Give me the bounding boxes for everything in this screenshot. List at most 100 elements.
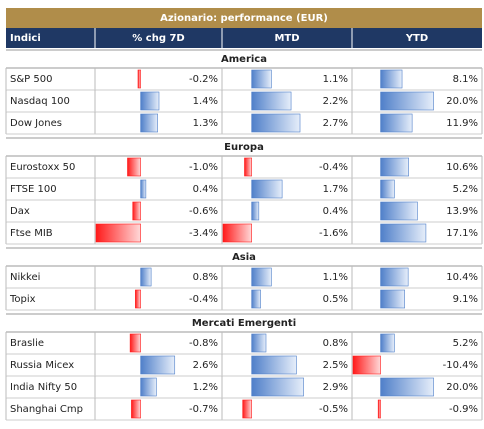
data-bar xyxy=(222,223,252,243)
value-label: 5.2% xyxy=(453,184,478,195)
data-bar xyxy=(380,69,403,89)
value-label: 20.0% xyxy=(446,96,478,107)
value-label: 2.2% xyxy=(323,96,348,107)
value-label: 2.6% xyxy=(193,360,218,371)
index-name: Eurostoxx 50 xyxy=(10,162,75,173)
value-label: -0.8% xyxy=(189,338,218,349)
data-bar xyxy=(251,201,260,221)
data-bar xyxy=(380,223,427,243)
value-label: 0.4% xyxy=(323,206,348,217)
data-bar xyxy=(380,267,409,287)
data-bar xyxy=(251,355,297,375)
column-header: Indici xyxy=(10,33,41,44)
value-label: -0.9% xyxy=(449,404,478,415)
value-label: 1.7% xyxy=(323,184,348,195)
value-label: 13.9% xyxy=(446,206,478,217)
header-bar xyxy=(6,28,482,48)
value-label: -0.5% xyxy=(319,404,348,415)
value-label: -0.4% xyxy=(319,162,348,173)
value-label: 10.6% xyxy=(446,162,478,173)
data-bar xyxy=(380,179,395,199)
value-label: -10.4% xyxy=(443,360,478,371)
value-label: 17.1% xyxy=(446,228,478,239)
value-label: 9.1% xyxy=(453,294,478,305)
value-label: 1.4% xyxy=(193,96,218,107)
data-bar xyxy=(380,377,434,397)
group-name: Europa xyxy=(224,142,264,153)
data-bar xyxy=(140,267,152,287)
data-bar xyxy=(251,333,267,353)
value-label: 0.4% xyxy=(193,184,218,195)
data-bar xyxy=(251,377,304,397)
data-bar xyxy=(251,91,292,111)
data-bar xyxy=(140,179,147,199)
value-label: 2.5% xyxy=(323,360,348,371)
data-bar xyxy=(242,399,252,419)
group-name: America xyxy=(221,54,267,65)
value-label: 11.9% xyxy=(446,118,478,129)
value-label: 1.2% xyxy=(193,382,218,393)
value-label: -0.2% xyxy=(189,74,218,85)
data-bar xyxy=(137,69,141,89)
data-bar xyxy=(251,113,301,133)
value-label: 1.1% xyxy=(323,74,348,85)
data-bar xyxy=(380,289,406,309)
data-bar xyxy=(132,201,141,221)
value-label: -0.6% xyxy=(189,206,218,217)
value-label: 2.7% xyxy=(323,118,348,129)
data-bar xyxy=(380,333,395,353)
data-bar xyxy=(129,333,141,353)
title-bar xyxy=(6,8,482,28)
data-bar xyxy=(251,289,261,309)
data-bar xyxy=(251,69,272,89)
data-bar xyxy=(131,399,141,419)
data-bar xyxy=(377,399,381,419)
value-label: 2.9% xyxy=(323,382,348,393)
data-bar xyxy=(251,179,283,199)
value-label: 5.2% xyxy=(453,338,478,349)
value-label: -1.0% xyxy=(189,162,218,173)
data-bar xyxy=(380,201,418,221)
data-bar xyxy=(127,157,141,177)
value-label: -3.4% xyxy=(189,228,218,239)
value-label: 1.1% xyxy=(323,272,348,283)
index-name: Ftse MIB xyxy=(10,228,53,239)
index-name: Shanghai Cmp xyxy=(10,404,83,415)
data-bar xyxy=(140,91,160,111)
data-bar xyxy=(380,91,434,111)
column-header: MTD xyxy=(274,33,299,44)
index-name: India Nifty 50 xyxy=(10,382,77,393)
data-bar xyxy=(380,113,413,133)
value-label: 20.0% xyxy=(446,382,478,393)
value-label: 0.8% xyxy=(323,338,348,349)
data-bar xyxy=(140,113,158,133)
value-label: -0.4% xyxy=(189,294,218,305)
data-bar xyxy=(352,355,381,375)
index-name: Nasdaq 100 xyxy=(10,96,70,107)
value-label: 8.1% xyxy=(453,74,478,85)
data-bar xyxy=(95,223,141,243)
index-name: Nikkei xyxy=(10,272,40,283)
value-label: -1.6% xyxy=(319,228,348,239)
table-title: Azionario: performance (EUR) xyxy=(160,13,328,24)
value-label: 0.5% xyxy=(323,294,348,305)
data-bar xyxy=(251,267,272,287)
index-name: Dax xyxy=(10,206,30,217)
value-label: -0.7% xyxy=(189,404,218,415)
value-label: 0.8% xyxy=(193,272,218,283)
group-name: Asia xyxy=(232,252,256,263)
data-bar xyxy=(140,355,176,375)
index-name: S&P 500 xyxy=(10,74,52,85)
data-bar xyxy=(140,377,157,397)
data-bar xyxy=(135,289,141,309)
value-label: 10.4% xyxy=(446,272,478,283)
index-name: Dow Jones xyxy=(10,118,62,129)
index-name: Braslie xyxy=(10,338,44,349)
column-header: % chg 7D xyxy=(132,33,184,44)
data-bar xyxy=(244,157,252,177)
index-name: Topix xyxy=(9,294,36,305)
index-name: FTSE 100 xyxy=(10,184,57,195)
data-bar xyxy=(380,157,409,177)
column-header: YTD xyxy=(405,33,428,44)
